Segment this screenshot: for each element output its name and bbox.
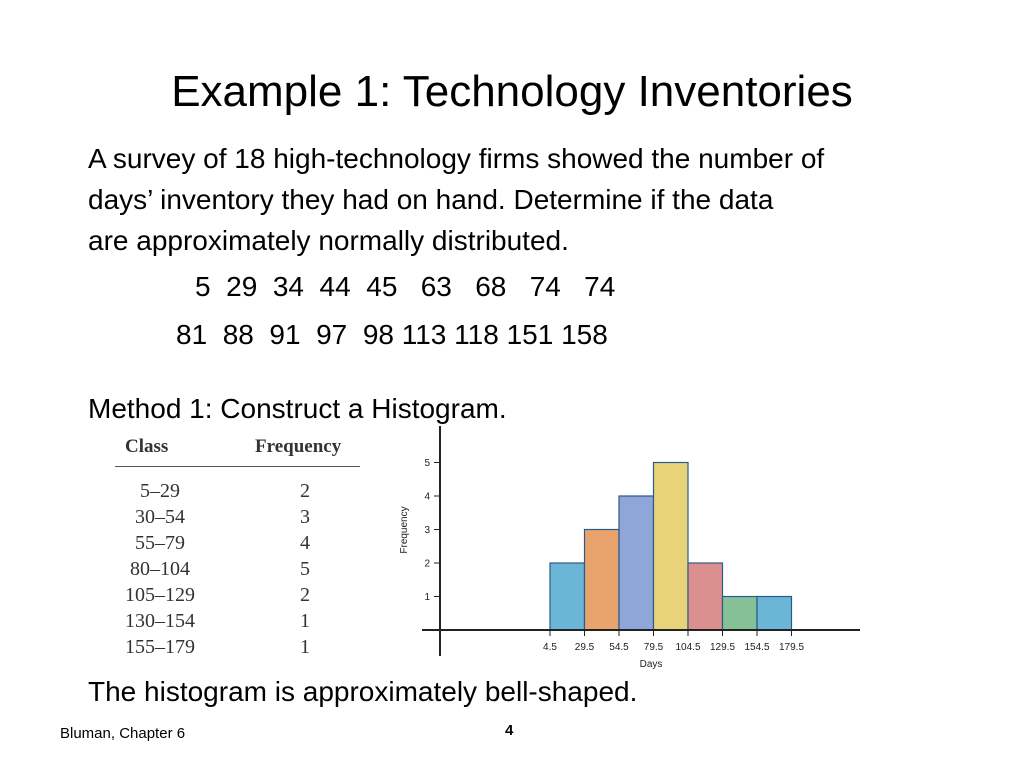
x-axis-label: Days — [640, 659, 663, 670]
histogram-bar — [756, 595, 793, 631]
table-cell-frequency: 1 — [300, 636, 310, 658]
histogram-chart: 1 2 3 4 5 4.5 29.5 54.5 79.5 104.5 129.5 154.5 179.… — [399, 426, 860, 670]
x-tick-label: 129.5 — [710, 642, 735, 653]
table-cell-frequency: 1 — [300, 610, 310, 632]
y-tick-label: 3 — [424, 525, 430, 536]
table-cell-frequency: 2 — [300, 480, 310, 502]
table-header-divider — [115, 466, 360, 467]
x-tick-label: 179.5 — [779, 642, 804, 653]
statement-line: are approximately normally distributed. — [88, 225, 569, 256]
table-header-class: Class — [125, 436, 169, 457]
table-cell-class: 105–129 — [125, 584, 195, 606]
histogram-bar — [721, 595, 758, 631]
slide-title: Example 1: Technology Inventories — [171, 67, 853, 116]
y-tick-label: 1 — [424, 592, 430, 603]
statement-line: A survey of 18 high-technology firms sho… — [88, 143, 825, 174]
y-tick-label: 4 — [424, 492, 430, 503]
x-tick-label: 154.5 — [744, 642, 769, 653]
x-tick-label: 104.5 — [675, 642, 700, 653]
x-tick-label: 79.5 — [644, 642, 664, 653]
table-cell-class: 155–179 — [125, 636, 195, 658]
footer-source: Bluman, Chapter 6 — [60, 725, 186, 742]
histogram-bar — [687, 562, 724, 631]
x-tick-label: 29.5 — [575, 642, 595, 653]
table-cell-class: 55–79 — [135, 532, 185, 554]
table-cell-class: 80–104 — [130, 558, 190, 580]
x-tick-label: 54.5 — [609, 642, 629, 653]
table-cell-frequency: 2 — [300, 584, 310, 606]
problem-statement: A survey of 18 high-technology firms sho… — [88, 138, 1008, 261]
table-cell-frequency: 5 — [300, 558, 310, 580]
y-tick-label: 5 — [424, 458, 430, 469]
histogram-bar — [549, 562, 586, 631]
table-cell-class: 130–154 — [125, 610, 195, 632]
page-number: 4 — [505, 722, 514, 739]
histogram-bar — [618, 495, 655, 631]
histogram-bar — [583, 528, 620, 631]
table-cell-class: 5–29 — [140, 480, 180, 502]
x-tick-label: 4.5 — [543, 642, 557, 653]
table-header-frequency: Frequency — [255, 436, 342, 457]
y-tick-label: 2 — [424, 559, 430, 570]
table-cell-frequency: 3 — [300, 506, 310, 528]
method-heading: Method 1: Construct a Histogram. — [88, 393, 507, 424]
table-cell-frequency: 4 — [300, 532, 310, 554]
histogram-bar — [652, 461, 689, 631]
conclusion-text: The histogram is approximately bell-shap… — [88, 676, 638, 707]
table-cell-class: 30–54 — [135, 506, 185, 528]
statement-line: days’ inventory they had on hand. Determ… — [88, 184, 774, 215]
data-values-row-1: 5 29 34 44 45 63 68 74 74 — [195, 271, 616, 302]
data-values-row-2: 81 88 91 97 98 113 118 151 158 — [176, 319, 608, 350]
y-axis-label: Frequency — [399, 506, 410, 553]
